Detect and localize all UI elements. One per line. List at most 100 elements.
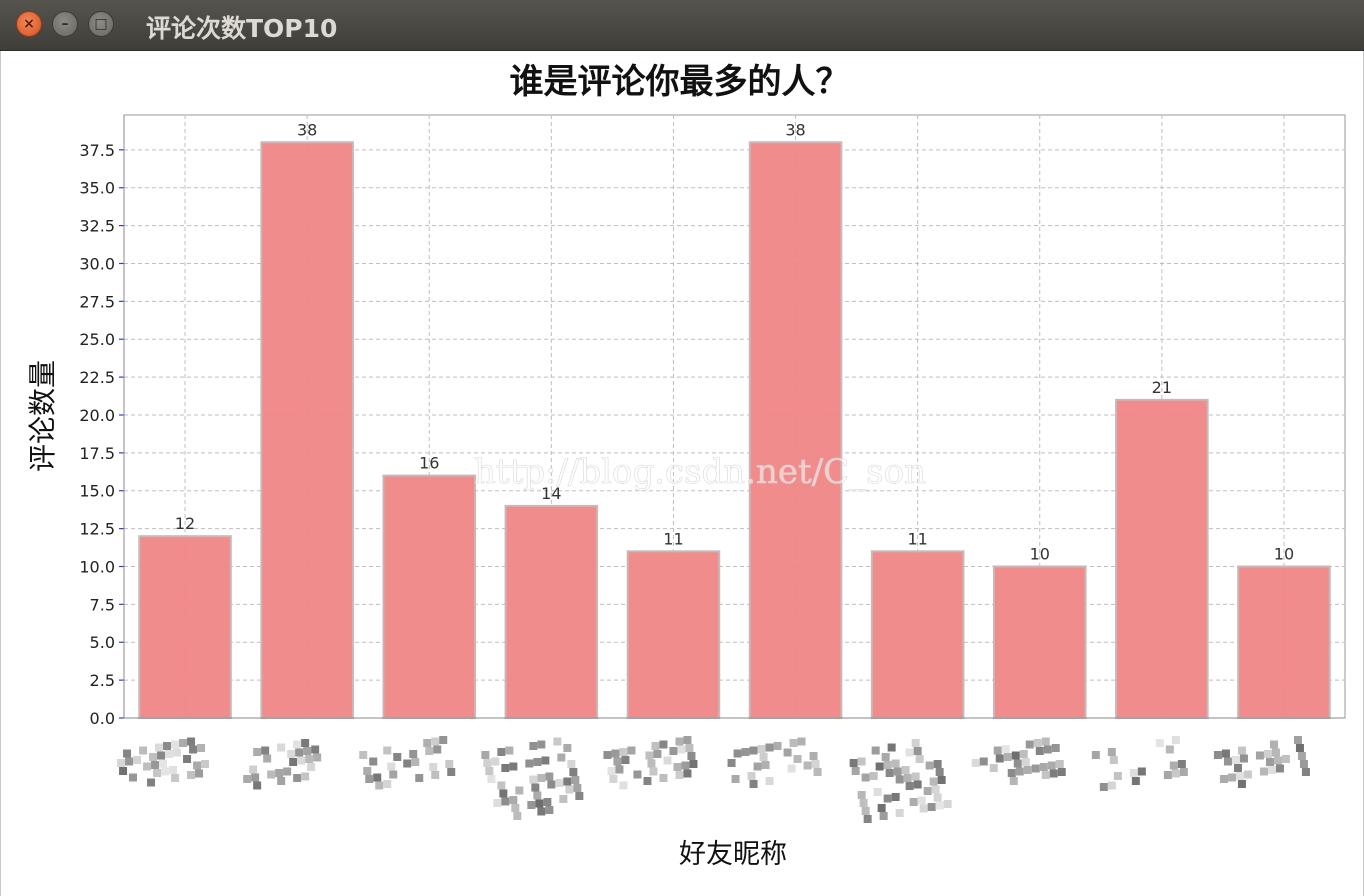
obscured-pixel (905, 748, 914, 757)
obscured-pixel (497, 748, 506, 756)
obscured-pixel (1013, 759, 1022, 768)
y-tick-label: 17.5 (79, 444, 115, 463)
obscured-pixel (879, 812, 888, 820)
obscured-pixel (773, 742, 782, 750)
x-axis-label: 好友昵称 (679, 839, 787, 870)
obscured-pixel (547, 780, 556, 789)
obscured-pixel (1091, 751, 1100, 759)
obscured-pixel (749, 780, 758, 788)
obscured-pixel (143, 762, 152, 771)
obscured-pixel (1051, 744, 1060, 752)
obscured-pixel (509, 762, 518, 771)
obscured-pixel (685, 744, 694, 752)
obscured-pixel (935, 768, 944, 776)
obscured-pixel (871, 746, 880, 755)
obscured-pixel (1219, 775, 1228, 783)
obscured-pixel (619, 781, 628, 790)
obscured-pixel (529, 775, 538, 784)
obscured-pixel (125, 757, 134, 766)
obscured-pixel (925, 761, 934, 770)
obscured-pixel (675, 737, 684, 746)
y-tick-label: 27.5 (79, 292, 115, 311)
obscured-pixel (147, 778, 156, 787)
obscured-pixel (933, 793, 942, 802)
obscured-pixel (989, 764, 998, 772)
obscured-pixel (133, 756, 142, 764)
obscured-pixel (311, 745, 320, 754)
obscured-pixel (513, 812, 522, 820)
obscured-pixel (139, 746, 148, 755)
obscured-pixel (1163, 771, 1172, 779)
y-tick-label: 20.0 (79, 406, 115, 425)
obscured-pixel (527, 801, 536, 809)
title-bar[interactable]: × – □ 评论次数TOP10 (0, 0, 1364, 51)
obscured-pixel (545, 772, 554, 781)
obscured-pixel (263, 754, 272, 763)
bar (382, 474, 477, 720)
x-tick-label-obscured (727, 737, 822, 788)
obscured-pixel (683, 769, 692, 778)
obscured-pixel (931, 785, 940, 794)
obscured-pixel (1237, 780, 1246, 788)
obscured-pixel (533, 791, 542, 800)
obscured-pixel (541, 756, 550, 765)
y-tick-label: 5.0 (90, 633, 115, 652)
obscured-pixel (789, 739, 798, 747)
obscured-pixel (877, 804, 886, 812)
obscured-pixel (439, 736, 448, 744)
obscured-pixel (731, 775, 740, 783)
bar (1115, 398, 1209, 719)
y-tick-label: 0.0 (90, 709, 115, 728)
bar-data-label: 38 (785, 120, 805, 139)
obscured-pixel (117, 759, 126, 767)
obscured-pixel (1263, 750, 1272, 758)
obscured-pixel (759, 753, 768, 761)
obscured-pixel (1107, 781, 1116, 790)
obscured-pixel (1239, 754, 1248, 763)
obscured-pixel (621, 756, 630, 764)
obscured-pixel (663, 756, 672, 765)
obscured-pixel (891, 759, 900, 768)
obscured-pixel (383, 780, 392, 788)
obscured-pixel (1057, 768, 1066, 776)
bar-data-label: 21 (1152, 378, 1172, 397)
obscured-pixel (267, 770, 276, 779)
obscured-pixel (1293, 736, 1302, 744)
obscured-pixel (875, 762, 884, 771)
x-tick-label-obscured (359, 736, 456, 790)
obscured-pixel (1267, 766, 1276, 774)
x-tick-label-obscured (849, 739, 952, 823)
watermark-text: http://blog.csdn.net/C_son (474, 452, 926, 492)
obscured-pixel (675, 771, 684, 779)
obscured-pixel (153, 769, 162, 777)
bar-data-label: 14 (541, 484, 561, 503)
obscured-pixel (533, 758, 542, 766)
obscured-pixel (935, 801, 944, 810)
obscured-pixel (481, 751, 490, 759)
obscured-pixel (303, 747, 312, 755)
obscured-pixel (643, 777, 652, 785)
obscured-pixel (1297, 752, 1306, 760)
obscured-pixel (727, 759, 736, 767)
obscured-pixel (1237, 746, 1246, 755)
obscured-pixel (615, 765, 624, 774)
obscured-pixel (915, 755, 924, 763)
maximize-icon[interactable]: □ (88, 11, 114, 37)
y-tick-label: 7.5 (90, 595, 115, 614)
obscured-pixel (243, 775, 252, 783)
obscured-pixel (183, 755, 192, 763)
obscured-pixel (1275, 764, 1284, 773)
obscured-pixel (993, 746, 1002, 755)
obscured-pixel (253, 748, 262, 756)
close-icon[interactable]: × (16, 11, 42, 37)
obscured-pixel (1035, 747, 1044, 755)
obscured-pixel (313, 753, 322, 762)
obscured-pixel (565, 785, 574, 794)
obscured-pixel (753, 762, 762, 771)
minimize-icon[interactable]: – (52, 11, 78, 37)
obscured-pixel (487, 775, 496, 783)
obscured-pixel (431, 771, 440, 779)
obscured-pixel (937, 776, 946, 784)
obscured-pixel (149, 753, 158, 761)
obscured-pixel (857, 791, 866, 799)
